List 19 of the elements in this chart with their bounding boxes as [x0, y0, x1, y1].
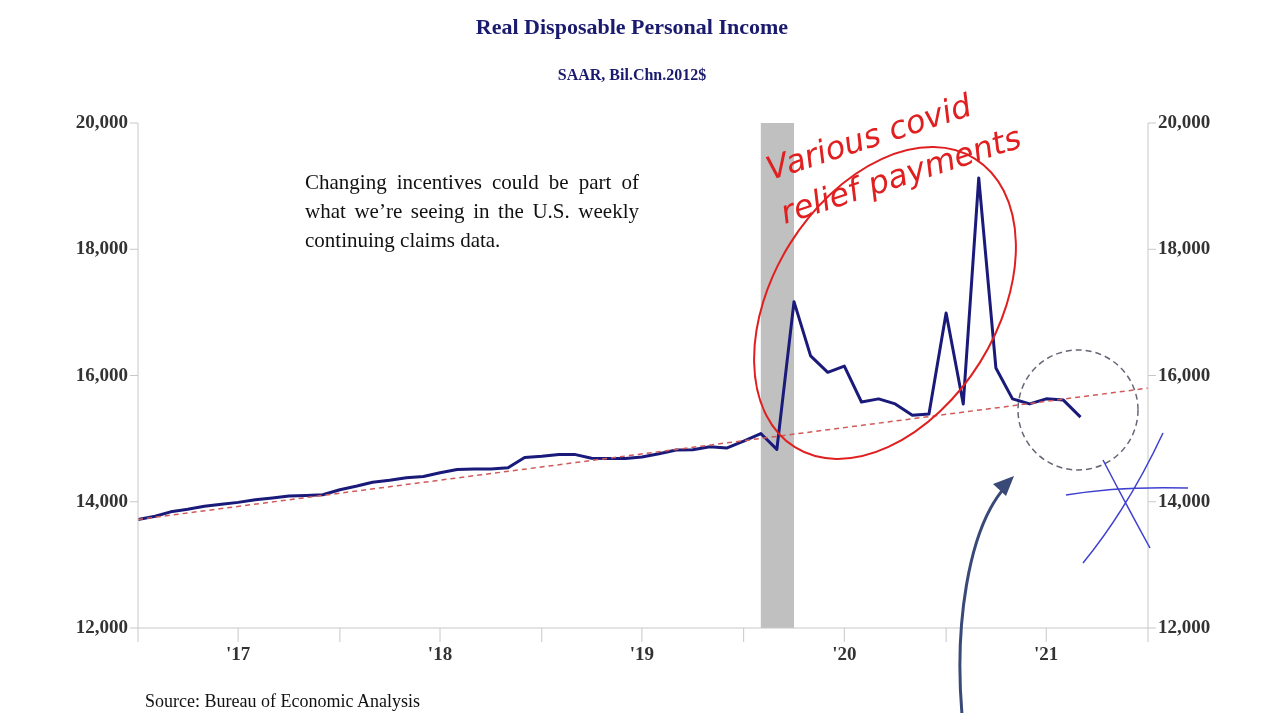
- x-tick-label: '20: [832, 643, 857, 664]
- y-tick-label: 16,000: [75, 363, 128, 385]
- chart-subtitle: SAAR, Bil.Chn.2012$: [556, 66, 708, 84]
- x-tick-label: '19: [629, 643, 655, 664]
- y2-tick-label: 20,000: [1158, 111, 1211, 132]
- y2-tick-label: 12,000: [1158, 616, 1211, 637]
- chart-title: Real Disposable Personal Income: [474, 14, 790, 40]
- y-tick-label: 14,000: [75, 489, 128, 511]
- y-tick-label: 12,000: [75, 616, 128, 637]
- y2-tick-label: 18,000: [1158, 237, 1211, 259]
- x-tick-label: '17: [225, 643, 251, 664]
- annotation: Changing incentives could be part of what we’re seeing in the U.S. weekly continuing claims data.: [305, 169, 639, 254]
- x-tick-label: '18: [427, 643, 453, 664]
- y2-tick-label: 14,000: [1158, 489, 1211, 511]
- y2-tick-label: 16,000: [1158, 363, 1211, 385]
- x-tick-label: '21: [1034, 643, 1059, 664]
- y-tick-label: 18,000: [75, 237, 128, 259]
- y-tick-label: 20,000: [75, 111, 128, 132]
- source-note: Source: Bureau of Economic Analysis: [145, 691, 420, 712]
